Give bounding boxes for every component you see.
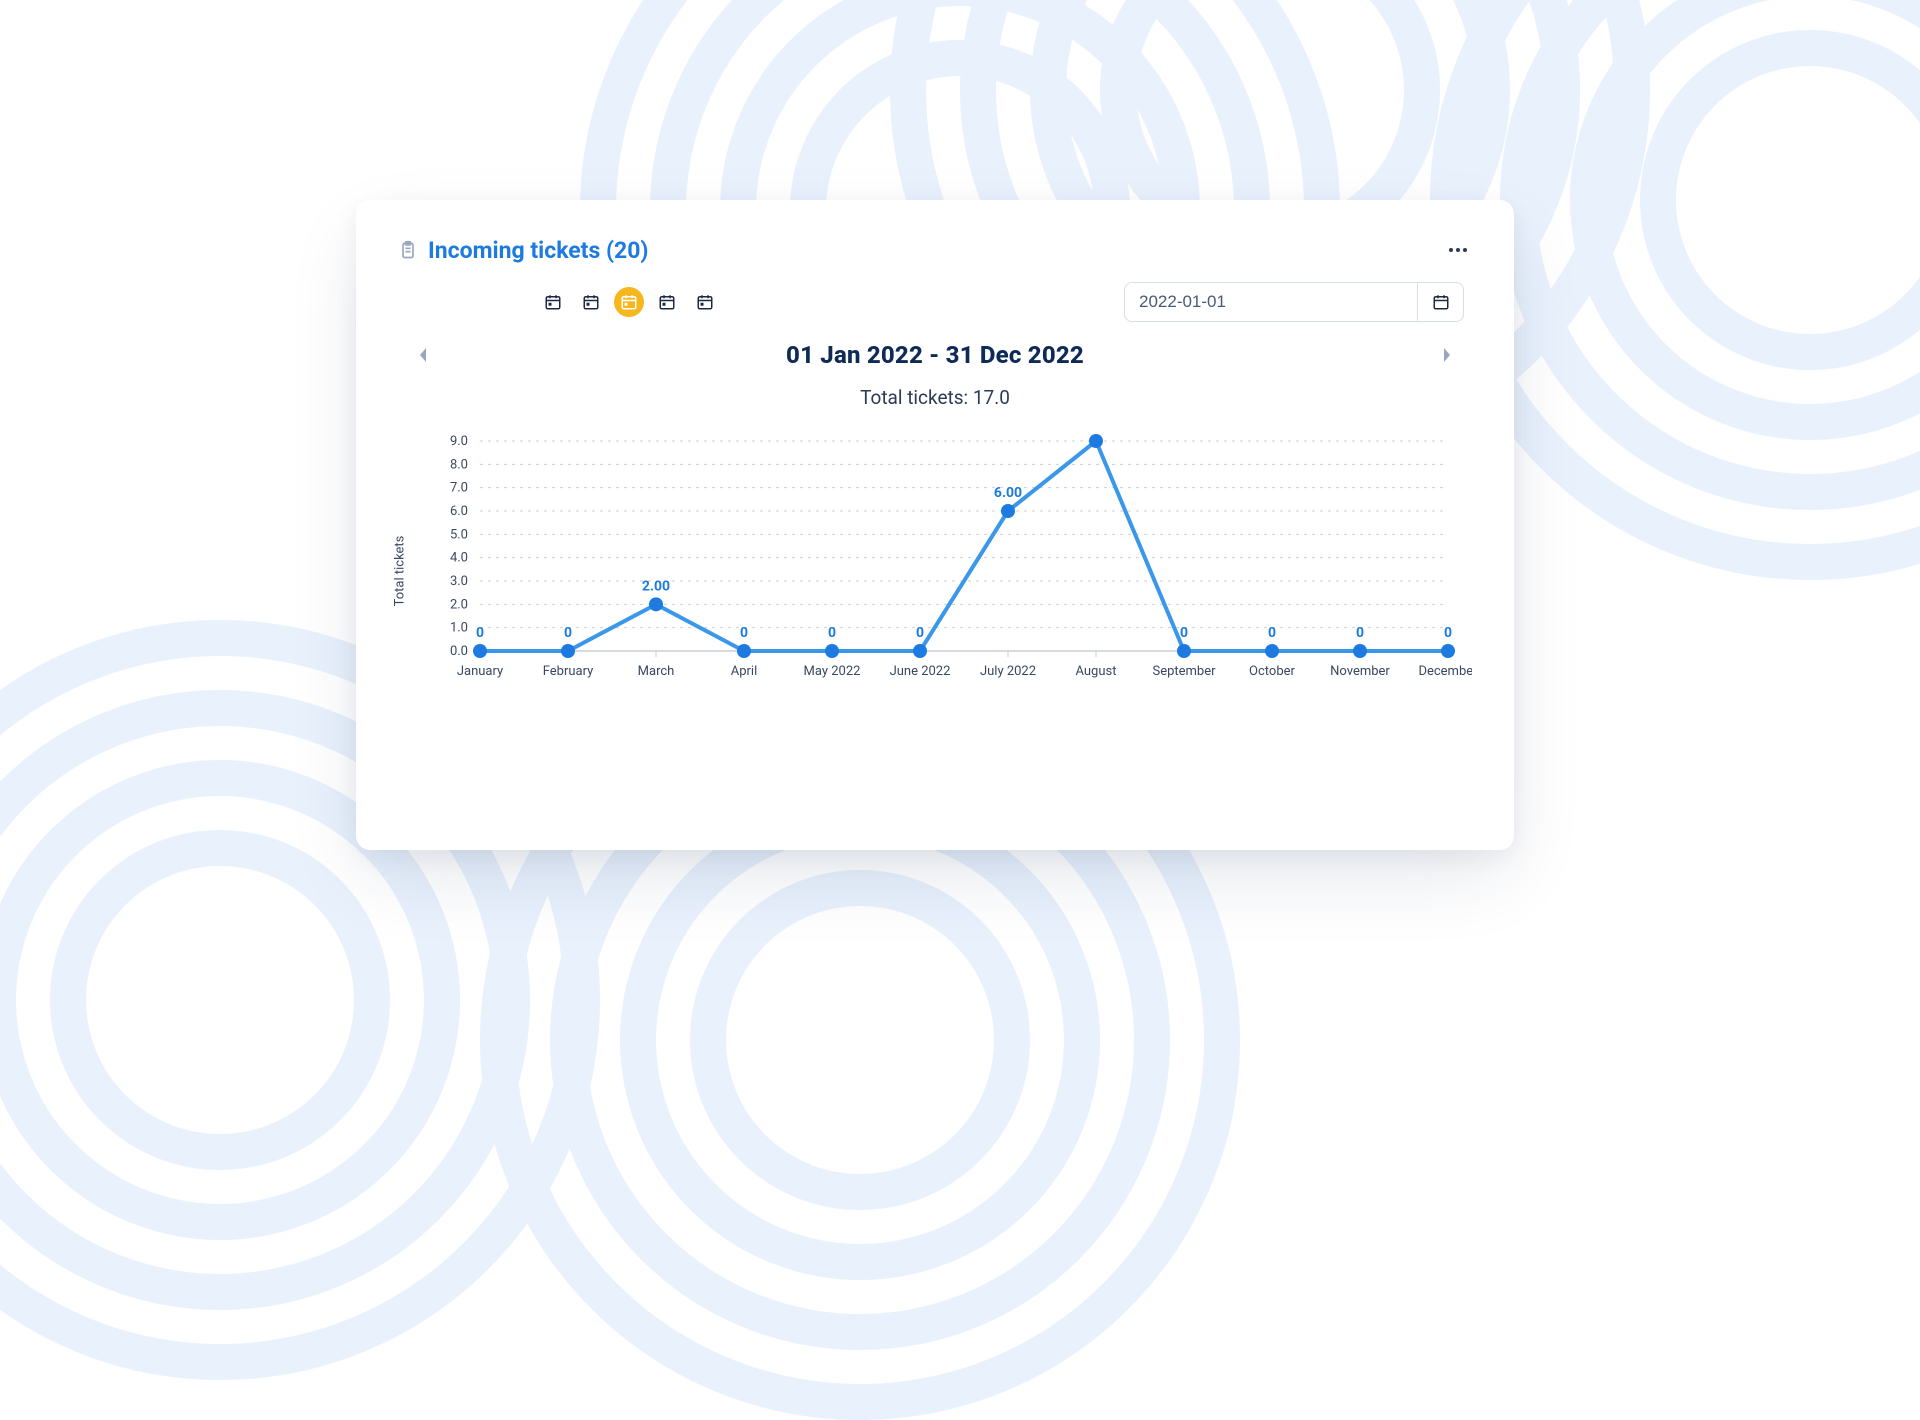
calendar-icon <box>696 293 714 311</box>
more-menu-button[interactable] <box>1444 236 1472 264</box>
data-point-label: 0 <box>916 625 924 641</box>
card-title: Incoming tickets (20) <box>428 237 649 264</box>
data-point-label: 0 <box>564 625 572 641</box>
card-header: Incoming tickets (20) <box>398 236 1472 264</box>
total-tickets-label: Total tickets: 17.0 <box>398 386 1472 409</box>
range-title: 01 Jan 2022 - 31 Dec 2022 <box>786 341 1084 369</box>
calendar-icon <box>1432 293 1450 311</box>
y-tick-label: 1.0 <box>450 621 468 636</box>
chart-container: Total tickets 0.01.02.03.04.05.06.07.08.… <box>398 431 1472 711</box>
more-icon <box>1449 248 1467 252</box>
data-point-label: 0 <box>1444 625 1452 641</box>
data-point-label: 0 <box>1268 625 1276 641</box>
data-point <box>1353 644 1367 658</box>
data-point-label: 2.00 <box>642 578 670 594</box>
range-row: 01 Jan 2022 - 31 Dec 2022 <box>398 340 1472 370</box>
calendar-icon <box>544 293 562 311</box>
y-tick-label: 8.0 <box>450 457 468 472</box>
title-wrap: Incoming tickets (20) <box>398 237 649 264</box>
data-point <box>913 644 927 658</box>
data-point-label: 0 <box>1180 625 1188 641</box>
chevron-right-icon <box>1439 345 1455 365</box>
data-point-label: 0 <box>828 625 836 641</box>
y-tick-label: 2.0 <box>450 597 468 612</box>
view-switch <box>538 287 720 317</box>
series-line <box>480 441 1448 651</box>
x-tick-label: May 2022 <box>804 664 861 679</box>
x-tick-label: September <box>1152 664 1216 679</box>
data-point-label: 6.00 <box>994 485 1022 501</box>
y-tick-label: 6.0 <box>450 504 468 519</box>
prev-range-button[interactable] <box>408 340 438 370</box>
data-point <box>1265 644 1279 658</box>
x-tick-label: July 2022 <box>980 664 1036 679</box>
widget-card: Incoming tickets (20) 01 Jan 2022 - 31 D… <box>356 200 1514 850</box>
y-tick-label: 5.0 <box>450 527 468 542</box>
data-point <box>473 644 487 658</box>
y-tick-label: 3.0 <box>450 574 468 589</box>
x-tick-label: January <box>457 664 503 679</box>
x-tick-label: February <box>543 664 594 679</box>
next-range-button[interactable] <box>1432 340 1462 370</box>
data-point-label: 0 <box>740 625 748 641</box>
data-point-label: 0 <box>476 625 484 641</box>
chevron-left-icon <box>415 345 431 365</box>
data-point <box>1441 644 1455 658</box>
view-week-button[interactable] <box>576 287 606 317</box>
data-point <box>561 644 575 658</box>
x-tick-label: March <box>638 664 675 679</box>
calendar-icon <box>658 293 676 311</box>
data-point <box>1001 504 1015 518</box>
tickets-line-chart: 0.0 1.0 2.0 3.0 4.0 5.0 6.0 7.0 8.0 9.0 January Feb… <box>398 431 1472 711</box>
calendar-icon <box>620 293 638 311</box>
y-tick-label: 0.0 <box>450 644 468 659</box>
view-day-button[interactable] <box>538 287 568 317</box>
data-point <box>1089 434 1103 448</box>
x-tick-label: November <box>1330 664 1390 679</box>
y-tick-label: 4.0 <box>450 551 468 566</box>
data-point <box>649 597 663 611</box>
y-tick-label: 9.0 <box>450 434 468 449</box>
calendar-open-button[interactable] <box>1417 283 1463 321</box>
x-tick-label: October <box>1249 664 1295 679</box>
x-tick-label: June 2022 <box>890 664 951 679</box>
date-input[interactable] <box>1125 283 1417 321</box>
x-tick-label: April <box>731 664 758 679</box>
data-point-label: 0 <box>1356 625 1364 641</box>
view-month-button[interactable] <box>614 287 644 317</box>
data-point <box>1177 644 1191 658</box>
data-point <box>737 644 751 658</box>
date-picker <box>1124 282 1464 322</box>
calendar-icon <box>582 293 600 311</box>
data-point <box>825 644 839 658</box>
toolbar <box>398 282 1472 322</box>
clipboard-icon <box>398 239 418 261</box>
view-quarter-button[interactable] <box>652 287 682 317</box>
x-tick-label: August <box>1075 664 1116 679</box>
y-tick-label: 7.0 <box>450 481 468 496</box>
view-year-button[interactable] <box>690 287 720 317</box>
x-tick-label: December <box>1418 664 1472 679</box>
